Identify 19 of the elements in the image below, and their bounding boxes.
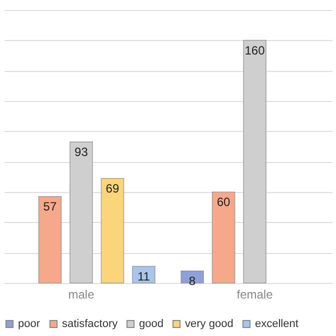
legend-label: good	[139, 318, 164, 330]
bar	[132, 266, 156, 284]
data-label: 93	[74, 144, 88, 159]
data-label: 57	[43, 200, 57, 214]
data-label: 60	[216, 195, 231, 209]
bar	[100, 178, 124, 284]
x-tick-label: female	[236, 288, 274, 302]
data-label: 160	[244, 43, 266, 58]
legend-label: excellent	[255, 318, 298, 330]
data-label: 69	[106, 181, 120, 196]
bar	[70, 142, 93, 284]
legend-label: very good	[185, 318, 234, 330]
bar	[38, 196, 62, 284]
bar	[212, 192, 236, 284]
legend-label: satisfactory	[62, 318, 118, 330]
data-label: 11	[138, 269, 150, 284]
legend-label: poor	[18, 318, 40, 330]
x-tick-label: male	[68, 288, 95, 302]
bar	[243, 40, 266, 284]
